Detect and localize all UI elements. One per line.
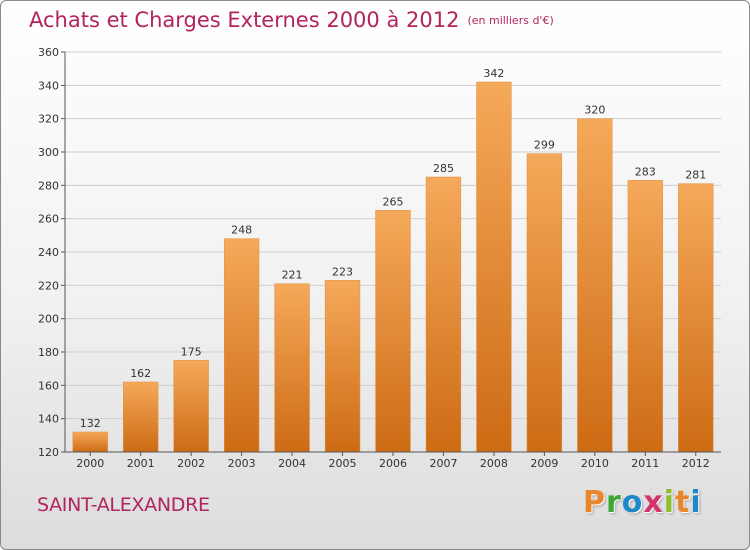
axes	[61, 51, 721, 456]
labels: 120 140 160 180 200 220 240 260 280 300 320 340 360 1…	[38, 46, 710, 470]
proxiti-logo[interactable]: Proxiti	[583, 485, 702, 520]
logo-letter: i	[663, 485, 676, 520]
y-tick-label: 180	[38, 346, 59, 359]
bar-2008	[476, 81, 512, 453]
y-tick-label: 340	[38, 79, 59, 92]
y-tick-label: 200	[38, 313, 59, 326]
y-tick-label: 220	[38, 279, 59, 292]
bar-2006	[375, 210, 411, 453]
logo-letter: t	[675, 485, 691, 520]
y-tick-label: 120	[38, 446, 59, 459]
value-label: 132	[80, 417, 101, 430]
value-label: 223	[332, 265, 353, 278]
y-tick-label: 280	[38, 179, 59, 192]
value-label: 281	[685, 169, 706, 182]
value-label: 248	[231, 224, 252, 237]
y-tick-label: 160	[38, 379, 59, 392]
x-tick-label: 2002	[177, 457, 205, 470]
bars	[72, 81, 714, 453]
bar-2002	[173, 360, 209, 453]
value-label: 299	[534, 139, 555, 152]
bar-2000	[72, 431, 108, 453]
y-tick-label: 360	[38, 46, 59, 59]
x-tick-label: 2008	[480, 457, 508, 470]
bar-2009	[526, 153, 563, 453]
y-tick-label: 240	[38, 246, 59, 259]
y-tick-label: 140	[38, 413, 59, 426]
value-label: 175	[181, 345, 202, 358]
bar-2012	[678, 183, 714, 453]
value-label: 265	[383, 195, 404, 208]
chart-title: Achats et Charges Externes 2000 à 2012 (e…	[29, 8, 554, 32]
y-tick-label: 260	[38, 213, 59, 226]
value-label: 285	[433, 162, 454, 175]
x-tick-label: 2012	[682, 457, 710, 470]
x-tick-label: 2009	[530, 457, 558, 470]
logo-letter: i	[690, 485, 702, 520]
bar-2001	[123, 381, 159, 453]
bar-2005	[324, 280, 361, 453]
commune-name: SAINT-ALEXANDRE	[37, 494, 210, 516]
bar-2011	[627, 180, 663, 453]
x-tick-label: 2011	[631, 457, 659, 470]
chart-title-text: Achats et Charges Externes 2000 à 2012	[29, 8, 460, 32]
bar-2007	[425, 176, 462, 453]
chart-subtitle: (en milliers d'€)	[467, 14, 554, 27]
value-label: 342	[483, 67, 504, 80]
x-tick-label: 2000	[76, 457, 104, 470]
logo-letter: r	[606, 485, 622, 520]
y-tick-label: 300	[38, 146, 59, 159]
bar-2010	[577, 118, 613, 453]
value-label: 162	[130, 367, 151, 380]
value-label: 320	[584, 104, 605, 117]
logo-letter: x	[643, 485, 664, 520]
y-tick-label: 320	[38, 113, 59, 126]
logo-letter: o	[621, 485, 644, 520]
x-tick-label: 2003	[228, 457, 256, 470]
x-tick-label: 2010	[581, 457, 609, 470]
value-label: 221	[282, 269, 303, 282]
x-tick-label: 2007	[429, 457, 457, 470]
x-tick-label: 2006	[379, 457, 407, 470]
value-label: 283	[635, 165, 656, 178]
x-tick-label: 2005	[329, 457, 357, 470]
x-tick-label: 2004	[278, 457, 306, 470]
bar-2004	[274, 283, 310, 453]
logo-letter: P	[583, 485, 606, 520]
bar-2003	[223, 238, 260, 453]
x-tick-label: 2001	[127, 457, 155, 470]
